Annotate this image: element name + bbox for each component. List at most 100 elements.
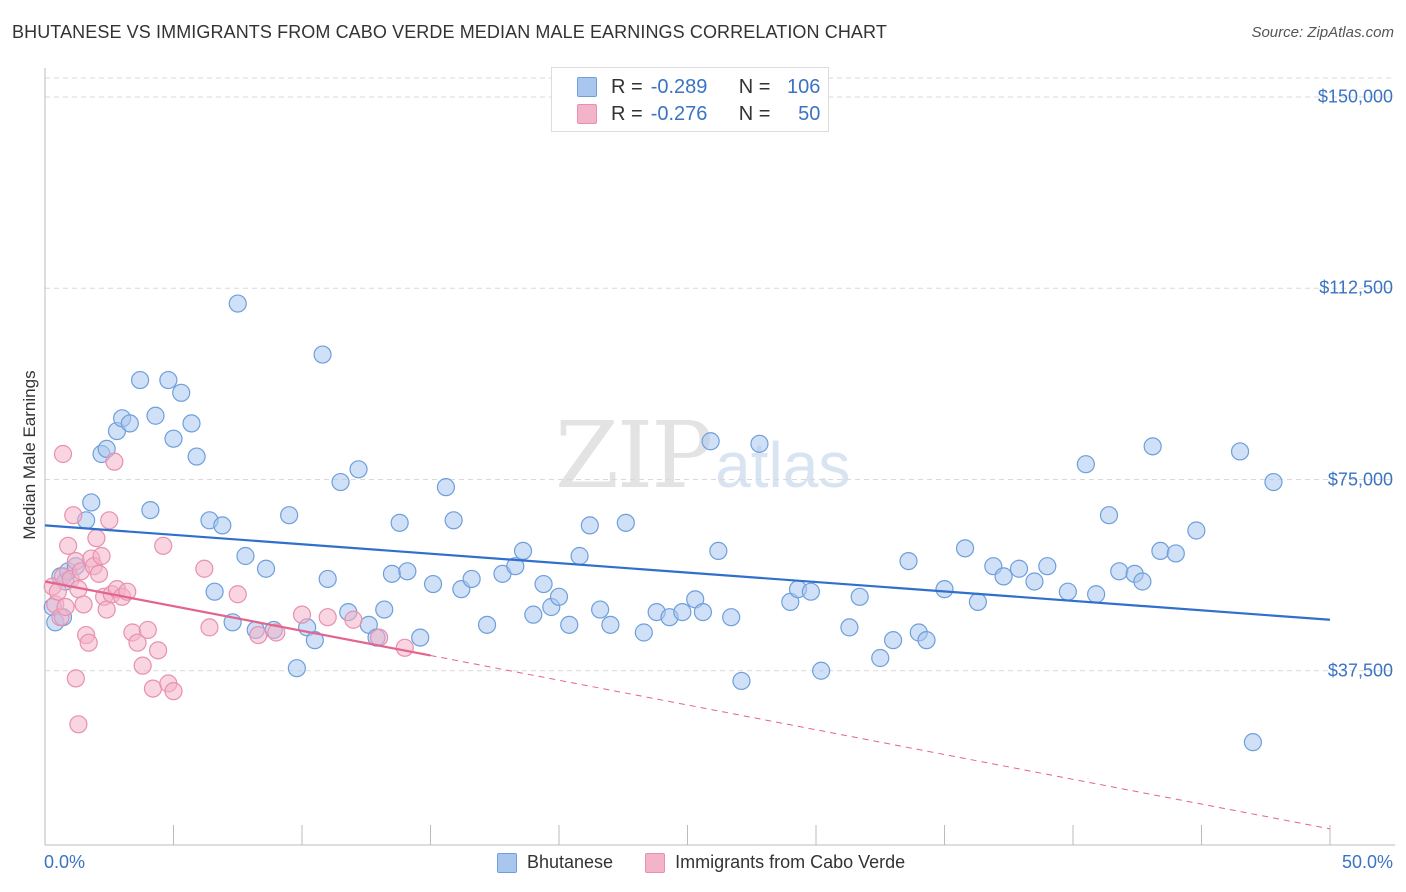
point-bhutanese <box>1151 541 1170 561</box>
point-bhutanese <box>172 383 191 402</box>
point-cabo-verde <box>344 610 363 629</box>
point-cabo-verde <box>138 620 157 640</box>
point-bhutanese <box>187 447 206 466</box>
point-bhutanese <box>601 615 620 634</box>
point-bhutanese <box>935 580 954 599</box>
point-bhutanese <box>390 513 409 532</box>
point-bhutanese <box>313 345 332 364</box>
point-bhutanese <box>182 414 201 433</box>
point-bhutanese <box>164 429 183 448</box>
legend-n-label: N = <box>738 102 771 125</box>
legend-label-cabo-verde: Immigrants from Cabo Verde <box>675 852 906 872</box>
point-bhutanese <box>305 631 324 650</box>
legend-label-bhutanese: Bhutanese <box>527 852 614 872</box>
y-tick-label: $37,500 <box>1327 660 1393 681</box>
trendline-cabo-verde-extension <box>430 654 1331 830</box>
x-tick-max: 50.0% <box>1341 852 1393 872</box>
point-bhutanese <box>732 671 751 691</box>
legend-swatch-cabo-verde <box>645 852 666 873</box>
point-cabo-verde <box>143 679 163 698</box>
legend-r-label: R = <box>611 102 643 125</box>
point-bhutanese <box>722 608 741 627</box>
legend-r-value: -0.276 <box>650 102 708 125</box>
point-bhutanese <box>709 541 728 561</box>
point-bhutanese <box>1058 582 1077 601</box>
point-bhutanese <box>549 587 569 606</box>
point-bhutanese <box>580 516 599 535</box>
legend-item-bhutanese: Bhutanese <box>497 852 613 873</box>
point-cabo-verde <box>128 633 147 652</box>
point-bhutanese <box>1187 521 1206 540</box>
point-cabo-verde <box>200 618 219 637</box>
point-cabo-verde <box>164 682 183 701</box>
point-bhutanese <box>130 370 150 390</box>
point-bhutanese <box>871 648 890 668</box>
point-bhutanese <box>462 569 481 589</box>
point-cabo-verde <box>318 608 337 627</box>
stats-legend: R = -0.289 N = 106 R = -0.276 N = 50 <box>551 67 829 132</box>
point-bhutanese <box>1099 506 1119 525</box>
point-bhutanese <box>146 406 165 425</box>
point-bhutanese <box>411 628 430 647</box>
y-tick-label: $112,500 <box>1319 277 1393 298</box>
point-cabo-verde <box>249 625 268 645</box>
point-bhutanese <box>1230 442 1250 461</box>
point-cabo-verde <box>105 452 124 471</box>
point-cabo-verde <box>154 536 173 555</box>
point-bhutanese <box>591 600 610 619</box>
point-bhutanese <box>382 564 402 583</box>
point-bhutanese <box>436 478 456 497</box>
point-bhutanese <box>1025 572 1044 591</box>
chart-title: BHUTANESE VS IMMIGRANTS FROM CABO VERDE … <box>12 22 887 42</box>
point-bhutanese <box>349 460 368 479</box>
point-bhutanese <box>477 615 497 634</box>
point-bhutanese <box>634 623 653 642</box>
point-bhutanese <box>213 516 232 535</box>
legend-n-label: N = <box>738 75 771 98</box>
point-bhutanese <box>693 602 713 622</box>
point-bhutanese <box>287 659 306 678</box>
point-bhutanese <box>375 600 394 619</box>
point-cabo-verde <box>87 529 106 548</box>
point-cabo-verde <box>89 564 109 583</box>
point-bhutanese <box>994 567 1013 586</box>
point-bhutanese <box>205 582 224 601</box>
point-cabo-verde <box>66 669 85 688</box>
point-bhutanese <box>560 615 579 634</box>
point-bhutanese <box>1264 472 1283 492</box>
trendline-bhutanese <box>44 524 1331 621</box>
point-bhutanese <box>917 631 936 650</box>
point-bhutanese <box>616 513 635 532</box>
y-tick-label: $75,000 <box>1327 469 1393 489</box>
point-bhutanese <box>1009 559 1029 578</box>
point-cabo-verde <box>79 633 98 652</box>
point-bhutanese <box>673 602 692 622</box>
point-bhutanese <box>850 587 869 606</box>
series-legend: Bhutanese Immigrants from Cabo Verde <box>497 852 937 873</box>
point-cabo-verde <box>292 605 312 624</box>
trendline-cabo-verde <box>44 580 431 657</box>
point-cabo-verde <box>64 506 83 525</box>
legend-r-label: R = <box>611 75 643 98</box>
point-bhutanese <box>228 294 247 313</box>
point-bhutanese <box>955 539 975 558</box>
point-bhutanese <box>318 569 337 589</box>
point-bhutanese <box>570 546 589 566</box>
watermark-atlas: atlas <box>715 429 851 501</box>
point-bhutanese <box>899 551 918 571</box>
y-axis-label: Median Male Earnings <box>20 370 39 540</box>
legend-row-bhutanese: R = -0.289 N = 106 <box>577 75 820 99</box>
legend-r-value: -0.289 <box>650 75 708 98</box>
point-bhutanese <box>524 605 543 624</box>
watermark-logo: ZIPatlas <box>555 402 850 509</box>
point-bhutanese <box>423 574 443 594</box>
point-bhutanese <box>1143 437 1162 456</box>
legend-swatch-cabo-verde <box>577 104 597 124</box>
source-label: Source: ZipAtlas.com <box>1251 24 1394 41</box>
point-bhutanese <box>968 592 988 612</box>
point-bhutanese <box>513 541 533 561</box>
point-bhutanese <box>82 493 101 512</box>
point-bhutanese <box>1076 455 1095 474</box>
point-bhutanese <box>256 559 276 578</box>
legend-swatch-bhutanese <box>497 852 517 873</box>
